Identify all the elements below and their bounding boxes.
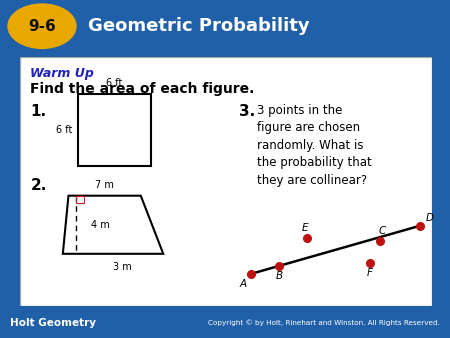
Text: 3 points in the
figure are chosen
randomly. What is
the probability that
they ar: 3 points in the figure are chosen random… xyxy=(257,103,372,187)
Text: 7 m: 7 m xyxy=(95,180,114,190)
Text: E: E xyxy=(302,223,309,233)
Text: 6 ft: 6 ft xyxy=(56,125,72,135)
Text: Find the area of each figure.: Find the area of each figure. xyxy=(30,81,255,96)
Text: C: C xyxy=(378,226,385,236)
Text: Warm Up: Warm Up xyxy=(30,68,94,80)
Bar xyxy=(76,196,84,203)
Text: Holt Geometry: Holt Geometry xyxy=(10,318,96,328)
Text: 3 m: 3 m xyxy=(113,262,132,272)
Text: 3.: 3. xyxy=(239,103,256,119)
Polygon shape xyxy=(63,196,163,254)
Text: 9-6: 9-6 xyxy=(28,19,56,34)
Text: 1.: 1. xyxy=(30,103,46,119)
Text: 4 m: 4 m xyxy=(90,220,109,230)
Text: D: D xyxy=(426,213,434,223)
Ellipse shape xyxy=(8,4,76,48)
Text: Copyright © by Holt, Rinehart and Winston. All Rights Reserved.: Copyright © by Holt, Rinehart and Winsto… xyxy=(208,320,440,327)
Text: F: F xyxy=(367,268,373,278)
Text: B: B xyxy=(276,271,283,281)
Text: 6 ft: 6 ft xyxy=(107,77,123,88)
Text: Geometric Probability: Geometric Probability xyxy=(88,17,310,35)
Text: A: A xyxy=(240,279,247,289)
Text: 2.: 2. xyxy=(30,178,47,193)
Bar xyxy=(78,94,151,166)
